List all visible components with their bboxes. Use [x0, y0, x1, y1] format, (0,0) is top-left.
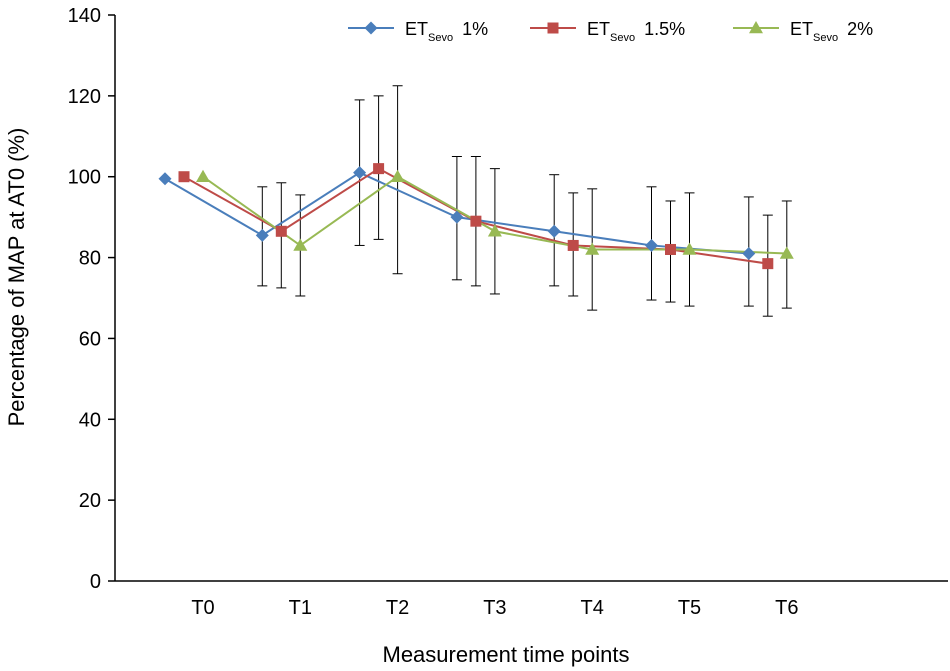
marker-3-t0 [196, 169, 210, 182]
marker-2-t3 [470, 215, 482, 227]
y-tick-label-100: 100 [68, 167, 101, 189]
marker-3-t4 [585, 242, 600, 255]
x-tick-label-t0: T0 [191, 597, 214, 619]
x-ticks: T0 T1 T2 T3 T4 T5 T6 [191, 597, 798, 619]
y-ticks: 0 20 40 60 80 100 120 140 [68, 5, 115, 593]
y-tick-label-0: 0 [90, 571, 101, 593]
legend-label-subscript: Sevo [813, 32, 838, 44]
legend-label: ETSevo 1% [405, 19, 488, 44]
marker-3-t6 [779, 246, 794, 259]
legend-entry-1: ETSevo 1% [348, 19, 488, 44]
x-tick-label-t1: T1 [289, 597, 312, 619]
y-tick-label-40: 40 [79, 409, 101, 431]
legend-marker [364, 21, 378, 35]
legend-label-subscript: Sevo [610, 32, 635, 44]
marker-2-t4 [567, 239, 579, 251]
markers [158, 163, 794, 270]
y-tick-label-140: 140 [68, 5, 101, 27]
y-tick-label-120: 120 [68, 86, 101, 108]
marker-2-t5 [665, 243, 676, 255]
y-tick-label-20: 20 [79, 490, 101, 512]
marker-2-t1 [275, 225, 287, 237]
x-tick-label-t3: T3 [483, 597, 506, 619]
y-tick-label-80: 80 [79, 248, 101, 270]
marker-1-t1 [255, 228, 269, 242]
legend-marker [749, 21, 763, 34]
legend-marker [547, 22, 559, 34]
legend-entry-2: ETSevo 1.5% [530, 19, 685, 44]
legend-label-suffix: 1.5% [644, 19, 685, 39]
legend-label-subscript: Sevo [428, 32, 453, 44]
marker-1-t4 [547, 224, 561, 238]
x-tick-label-t4: T4 [581, 597, 604, 619]
legend: ETSevo 1% ETSevo 1.5% ETSevo 2% [348, 19, 873, 44]
marker-2-t6 [762, 258, 774, 270]
marker-2-t2 [373, 163, 385, 175]
marker-1-t6 [742, 247, 756, 261]
marker-1-t3 [450, 210, 464, 224]
marker-3-t2 [390, 169, 405, 182]
legend-label-suffix: 1% [462, 19, 488, 39]
legend-entry-3: ETSevo 2% [733, 19, 873, 44]
x-tick-label-t5: T5 [678, 597, 701, 619]
legend-label: ETSevo 2% [790, 19, 873, 44]
error-bars [257, 85, 792, 317]
x-tick-label-t2: T2 [386, 597, 409, 619]
legend-label: ETSevo 1.5% [587, 19, 685, 44]
marker-3-t1 [293, 238, 308, 251]
marker-3-t3 [487, 224, 502, 237]
marker-2-t0 [178, 171, 190, 183]
x-tick-label-t6: T6 [775, 597, 798, 619]
marker-3-t5 [682, 242, 697, 255]
marker-1-t2 [353, 166, 367, 180]
marker-1-t5 [645, 238, 658, 252]
marker-1-t0 [158, 172, 172, 186]
legend-label-suffix: 2% [847, 19, 873, 39]
x-axis-title: Measurement time points [383, 642, 630, 667]
y-tick-label-60: 60 [79, 328, 101, 350]
y-axis-title: Percentage of MAP at AT0 (%) [4, 128, 29, 427]
